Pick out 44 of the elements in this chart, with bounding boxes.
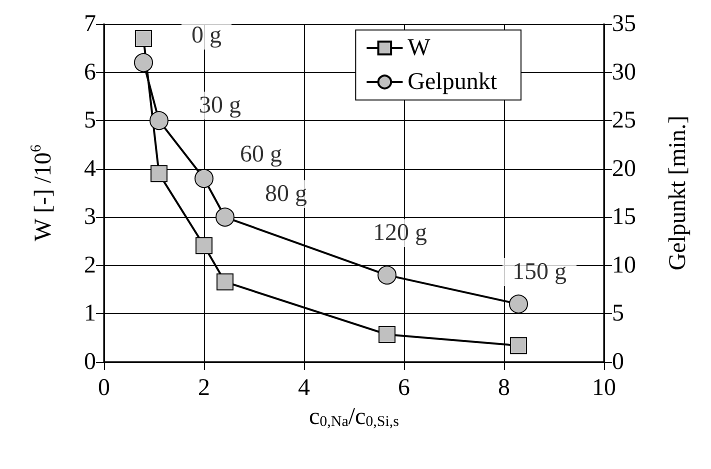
y2-tick-label: 10 [612,252,636,278]
point [134,53,153,72]
y-tick-label: 0 [84,349,96,375]
point [509,294,528,314]
y-tick-label: 4 [84,156,96,182]
y2-axis-title: Gelpunkt [min.] [665,116,691,270]
y2-tick-label: 0 [612,349,624,375]
y2-tick-label: 30 [612,59,636,86]
point [378,326,396,343]
y-tick-label: 7 [84,11,96,37]
x-axis-title: c0,Na/c0,Si,s [308,404,400,430]
y-tick-label: 2 [84,252,96,278]
y2-tick-label: 15 [612,204,636,230]
y2-tick-label: 35 [612,11,636,37]
legend-label: W [408,35,431,61]
point [510,337,527,354]
point [150,165,168,182]
point [150,111,168,130]
y2-tick-label: 5 [612,300,624,327]
annotation: 0 g [192,22,222,49]
y2-tick-label: 25 [612,108,636,134]
point [216,208,234,227]
y-axis-title: W [-] /106 [28,144,56,242]
point [194,169,214,188]
annotation: 60 g [240,142,282,168]
x-tick-label: 10 [592,375,616,401]
annotation: 150 g [512,259,566,286]
point [216,273,234,290]
point [196,237,212,254]
y-tick-label: 3 [84,204,96,230]
y-tick-label: 6 [84,59,96,86]
x-tick-label: 2 [198,375,210,401]
y-tick-label: 1 [84,300,96,327]
point [378,266,396,285]
annotation: 30 g [199,92,241,119]
x-tick-label: 6 [398,375,410,401]
x-tick-label: 8 [498,375,510,401]
point [135,30,152,47]
y2-tick-label: 20 [612,156,636,182]
x-tick-label: 4 [298,375,310,401]
y-tick-label: 5 [84,108,96,134]
annotation: 80 g [265,181,307,208]
legend-label: Gelpunkt [408,69,498,95]
annotation: 120 g [373,220,427,246]
